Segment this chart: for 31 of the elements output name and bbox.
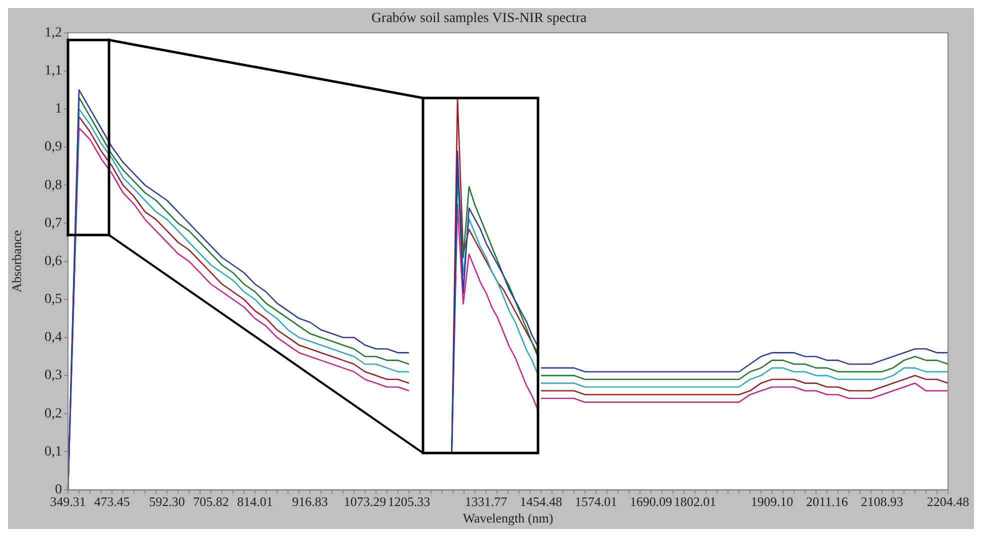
x-tick-label: 1454.48 xyxy=(520,494,562,510)
x-tick-label: 1205.33 xyxy=(388,494,430,510)
y-tick-label: 0,7 xyxy=(44,216,62,231)
x-tick-label: 1909.10 xyxy=(750,494,794,510)
x-tick-label: 1331.77 xyxy=(464,494,508,510)
x-tick-label: 1690.09 xyxy=(630,494,672,510)
y-tick-label: 0,3 xyxy=(44,368,62,384)
x-tick-label: 814.01 xyxy=(237,494,273,510)
x-axis-title: Wavelength (nm) xyxy=(462,510,554,526)
x-tick-label: 916.83 xyxy=(292,494,328,510)
x-tick-label: 473.45 xyxy=(94,494,130,510)
y-tick-label: 0,4 xyxy=(44,330,62,346)
y-tick-label: 0,6 xyxy=(44,254,62,269)
x-tick-label: 1574.01 xyxy=(574,494,618,510)
x-tick-label: 1073.29 xyxy=(344,494,386,510)
y-tick-label: 0,9 xyxy=(44,140,62,155)
y-tick-label: 0,5 xyxy=(44,292,62,308)
y-tick-label: 1 xyxy=(55,102,62,117)
x-tick-label: 2011.16 xyxy=(806,494,848,510)
x-tick-label: 2204.48 xyxy=(926,494,970,510)
y-tick-label: 1,1 xyxy=(44,64,62,79)
x-tick-label: 592.30 xyxy=(149,494,185,510)
chart-title: Grabów soil samples VIS-NIR spectra xyxy=(371,11,588,26)
x-tick-label: 2108.93 xyxy=(860,494,904,510)
y-tick-label: 1,2 xyxy=(44,25,62,40)
y-tick-label: 0,1 xyxy=(44,444,62,460)
y-tick-label: 0,8 xyxy=(44,178,62,193)
y-axis-title: Absorbance xyxy=(9,230,24,292)
x-tick-label: 705.82 xyxy=(193,494,229,510)
x-tick-label: 1802.01 xyxy=(674,494,716,510)
y-tick-label: 0,2 xyxy=(44,406,62,422)
